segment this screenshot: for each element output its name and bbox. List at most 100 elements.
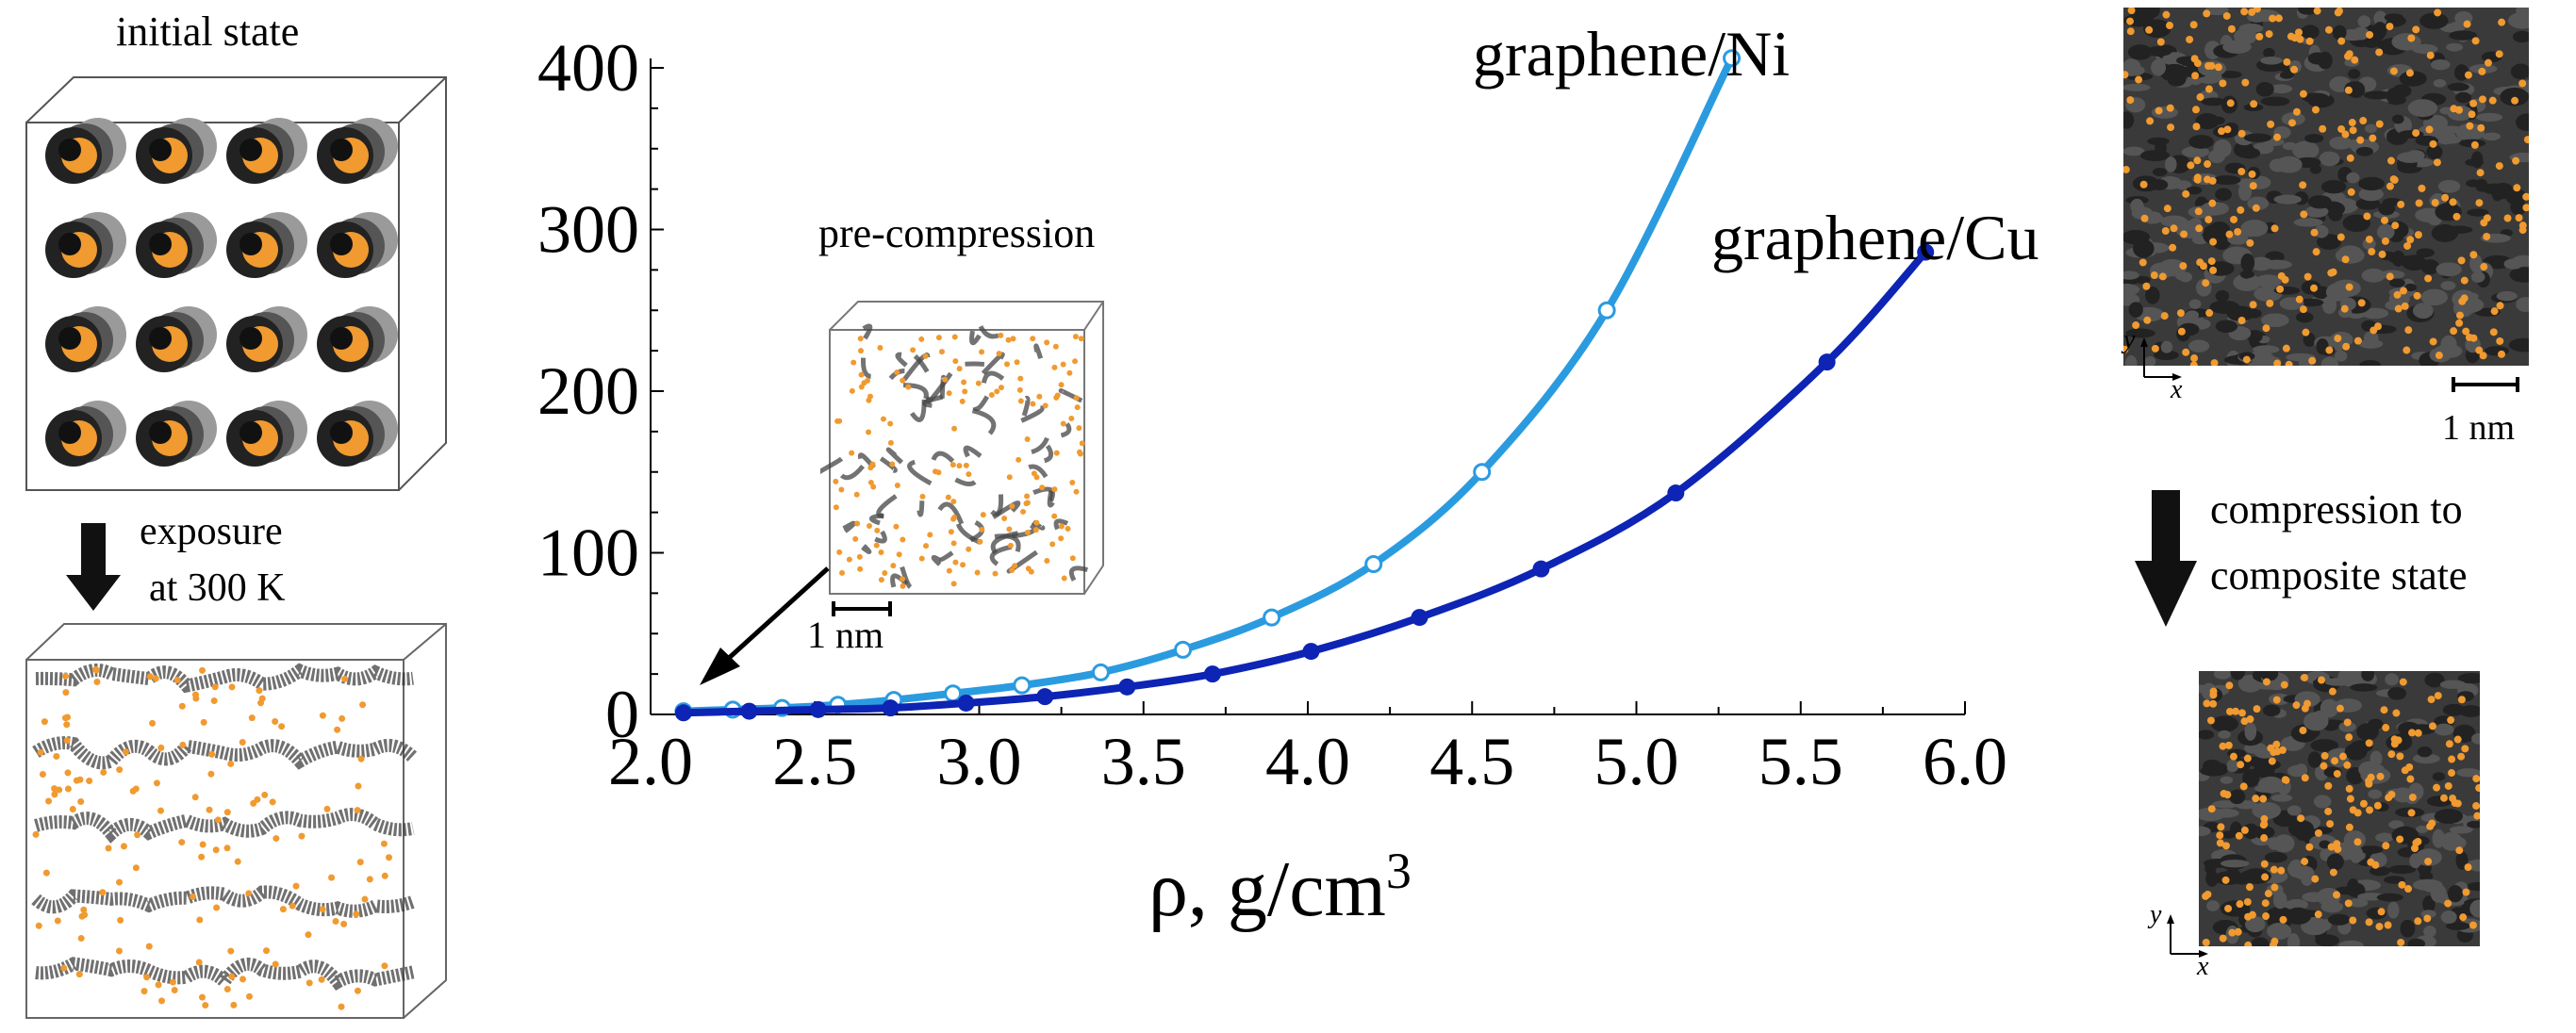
carbon-cluster (2348, 69, 2361, 79)
carbon-fragment (969, 330, 982, 346)
carbon-cluster (2385, 673, 2400, 686)
metal-atom (2287, 119, 2296, 127)
metal-atom (105, 844, 112, 852)
carbon-cluster (2440, 831, 2463, 851)
carbon-cluster (2240, 253, 2255, 272)
metal-atom (966, 471, 972, 478)
metal-atom (2253, 705, 2261, 713)
carbon-cluster (2357, 15, 2371, 28)
carbon-cluster (2307, 52, 2327, 65)
metal-atom (2428, 819, 2436, 828)
axis-x-top: x (2171, 375, 2183, 404)
initial-state-label: initial state (116, 8, 300, 55)
metal-atom (1073, 488, 1080, 495)
metal-atom (2425, 125, 2434, 134)
metal-atom (305, 931, 312, 939)
inset-scale-label: 1 nm (807, 614, 884, 656)
carbon-cluster (2123, 283, 2140, 296)
metal-atom (2353, 336, 2362, 345)
metal-atom (132, 864, 140, 872)
carbon-cluster (2359, 359, 2381, 366)
carbon-fragment (981, 352, 1005, 375)
carbon-cluster (2387, 901, 2400, 919)
metal-atom (2259, 795, 2268, 803)
metal-atom (2341, 130, 2350, 139)
carbon-cluster (2123, 111, 2135, 129)
metal-atom (2368, 248, 2376, 256)
metal-atom (836, 418, 843, 424)
metal-atom (2470, 140, 2479, 149)
metal-atom (2176, 309, 2185, 318)
data-point-ni (1263, 608, 1281, 627)
carbon-cluster (2440, 125, 2463, 134)
carbon-cluster (2383, 876, 2405, 884)
carbon-cluster (2505, 188, 2527, 205)
data-point-ni (1723, 49, 1742, 68)
metal-atom (2262, 912, 2271, 921)
metal-atom (1031, 470, 1037, 477)
metal-atom (1072, 358, 1079, 365)
carbon-cluster (2466, 179, 2482, 188)
metal-atom (2396, 835, 2404, 844)
metal-atom (298, 832, 305, 840)
metal-atom (1006, 474, 1013, 481)
metal-atom (2142, 282, 2151, 290)
carbon-cluster (2434, 723, 2454, 736)
carbon-cluster (2248, 330, 2263, 343)
data-point-cu (1667, 484, 1685, 502)
carbon-cluster (2436, 262, 2462, 277)
chart-series (674, 49, 1935, 722)
metal-atom (169, 978, 176, 986)
metal-atom (961, 379, 967, 385)
metal-atom (900, 536, 906, 543)
metal-atom (1053, 394, 1060, 401)
metal-atom (2264, 890, 2272, 898)
metal-atom (2333, 769, 2341, 778)
metal-atom (254, 795, 261, 803)
metal-atom (2182, 348, 2190, 356)
carbon-fragment (913, 353, 930, 373)
metal-atom (2377, 908, 2386, 916)
carbon-cluster (2123, 65, 2145, 76)
metal-atom (854, 520, 861, 527)
carbon-cluster (2344, 743, 2368, 761)
metal-atom (2222, 11, 2231, 20)
carbon-cluster (2439, 680, 2467, 689)
metal-atom (952, 559, 959, 566)
tube-hole (149, 327, 172, 350)
metal-atom (2513, 184, 2521, 192)
carbon-cluster (2508, 337, 2529, 353)
carbon-cluster (2467, 208, 2489, 217)
carbon-cluster (2125, 328, 2155, 338)
carbon-fragment (963, 445, 983, 458)
metal-atom (318, 976, 325, 983)
metal-atom (199, 666, 206, 674)
metal-atom (1024, 435, 1031, 442)
carbon-cluster (2319, 151, 2340, 167)
carbon-cluster (2335, 247, 2365, 264)
metal-atom (2503, 214, 2512, 222)
metal-atom (2294, 28, 2303, 37)
carbon-cluster (2287, 933, 2301, 946)
metal-atom (1012, 563, 1018, 569)
carbon-cluster (2242, 768, 2260, 788)
carbon-cluster (2516, 113, 2529, 132)
metal-atom (2414, 729, 2422, 737)
data-point-ni (1473, 463, 1492, 482)
carbon-cluster (2469, 254, 2483, 273)
metal-atom (2219, 934, 2227, 943)
metal-atom (2218, 127, 2226, 136)
metal-atom (833, 504, 839, 511)
y-tick-label: 0 (605, 677, 639, 752)
data-point-ni (1597, 301, 1616, 320)
tube-hole (239, 421, 262, 444)
x-tick-label: 4.5 (1429, 724, 1514, 799)
metal-atom (171, 987, 178, 994)
metal-atom (2387, 750, 2396, 759)
metal-atom (2228, 928, 2237, 937)
metal-atom (2249, 182, 2257, 190)
metal-atom (2365, 235, 2373, 243)
metal-atom (2457, 696, 2466, 704)
metal-atom (1024, 493, 1031, 500)
metal-atom (1072, 334, 1079, 340)
